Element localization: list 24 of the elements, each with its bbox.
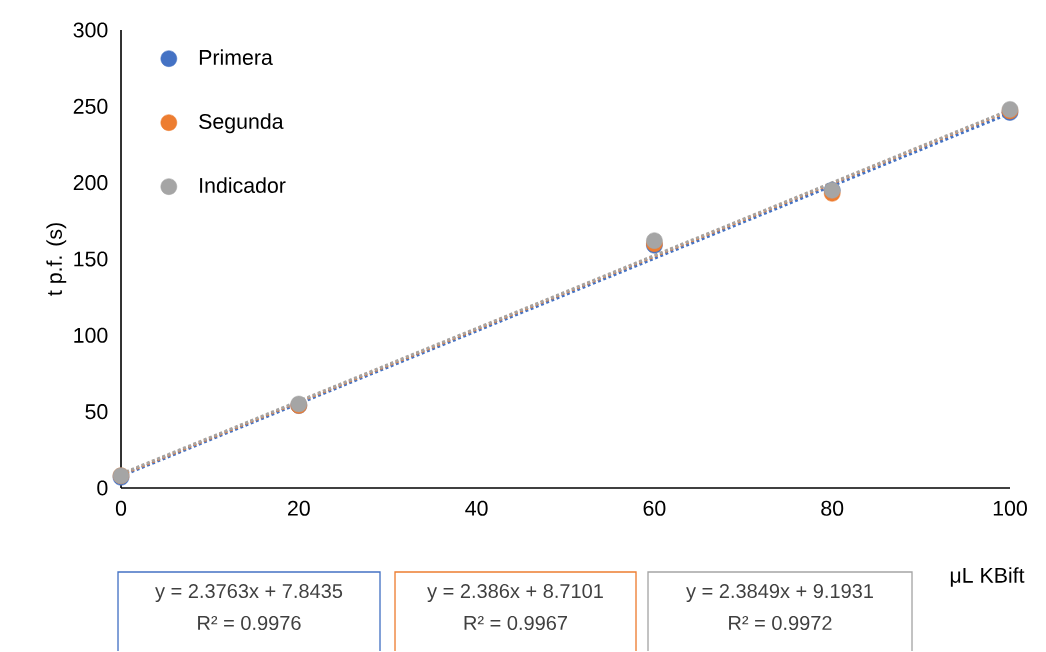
text: R² = 0.9967 bbox=[464, 615, 568, 631]
y-tick-label: 0 bbox=[97, 480, 108, 496]
y-axis-title: t p.f. (s) bbox=[46, 223, 67, 296]
text: y = 2.386x + 8.7101 bbox=[427, 583, 603, 603]
y-tick-label: 50 bbox=[85, 404, 108, 420]
x-tick-label: 60 bbox=[643, 500, 666, 516]
y-tick-label: 200 bbox=[73, 175, 108, 191]
text: R² = 0.9972 bbox=[729, 615, 832, 631]
y-tick-label: 150 bbox=[74, 251, 108, 267]
x-tick-label: 100 bbox=[993, 500, 1027, 516]
y-tick-label: 300 bbox=[73, 22, 108, 38]
text: y = 2.3849x + 9.1931 bbox=[686, 583, 873, 603]
x-tick-label: 80 bbox=[821, 500, 844, 516]
legend-label: Indicador bbox=[200, 177, 286, 193]
y-tick-label: 100 bbox=[74, 327, 108, 343]
x-tick-label: 40 bbox=[465, 500, 488, 516]
legend-label: Primera bbox=[199, 49, 273, 65]
text: y = 2.3763x + 7.8435 bbox=[155, 583, 343, 603]
x-tick-label: 20 bbox=[288, 500, 310, 516]
legend-label: Segunda bbox=[199, 113, 284, 134]
y-tick-label: 250 bbox=[73, 98, 108, 114]
text: R² = 0.9976 bbox=[198, 615, 301, 631]
x-axis-title: μL KBift bbox=[950, 567, 1025, 587]
x-tick-label: 0 bbox=[115, 500, 127, 516]
